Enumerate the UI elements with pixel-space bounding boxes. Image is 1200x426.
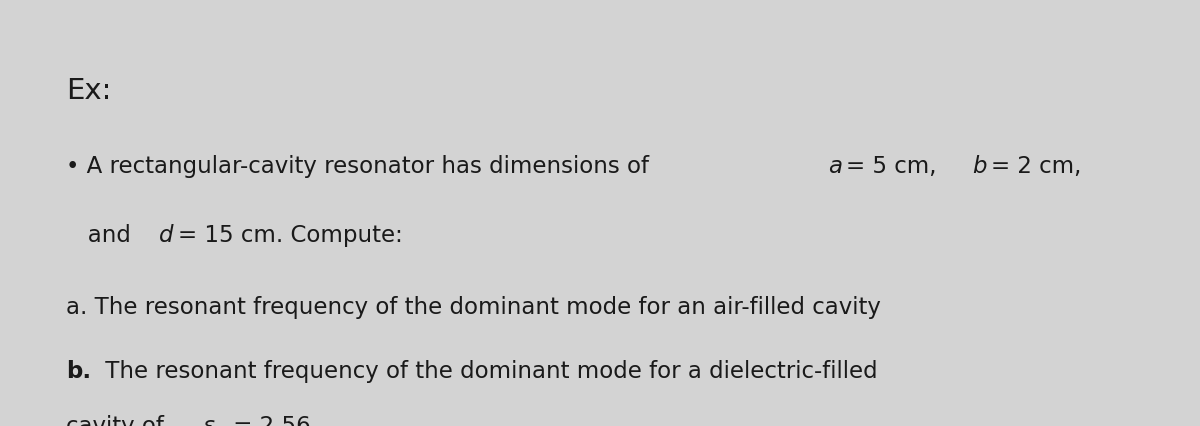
Text: = 2 cm,: = 2 cm, (990, 155, 1081, 178)
Text: • A rectangular-cavity resonator has dimensions of: • A rectangular-cavity resonator has dim… (66, 155, 656, 178)
Text: = 15 cm. Compute:: = 15 cm. Compute: (178, 224, 402, 247)
Text: ε: ε (202, 415, 214, 426)
Text: = 5 cm,: = 5 cm, (846, 155, 943, 178)
Text: = 2.56: = 2.56 (226, 415, 311, 426)
Text: b.: b. (66, 360, 91, 383)
Text: cavity of: cavity of (66, 415, 172, 426)
Text: a. The resonant frequency of the dominant mode for an air-filled cavity: a. The resonant frequency of the dominan… (66, 296, 881, 319)
Text: Ex:: Ex: (66, 77, 112, 105)
Text: d: d (160, 224, 174, 247)
Text: b: b (972, 155, 986, 178)
Text: and: and (66, 224, 138, 247)
Text: a: a (828, 155, 841, 178)
Text: The resonant frequency of the dominant mode for a dielectric-filled: The resonant frequency of the dominant m… (98, 360, 878, 383)
